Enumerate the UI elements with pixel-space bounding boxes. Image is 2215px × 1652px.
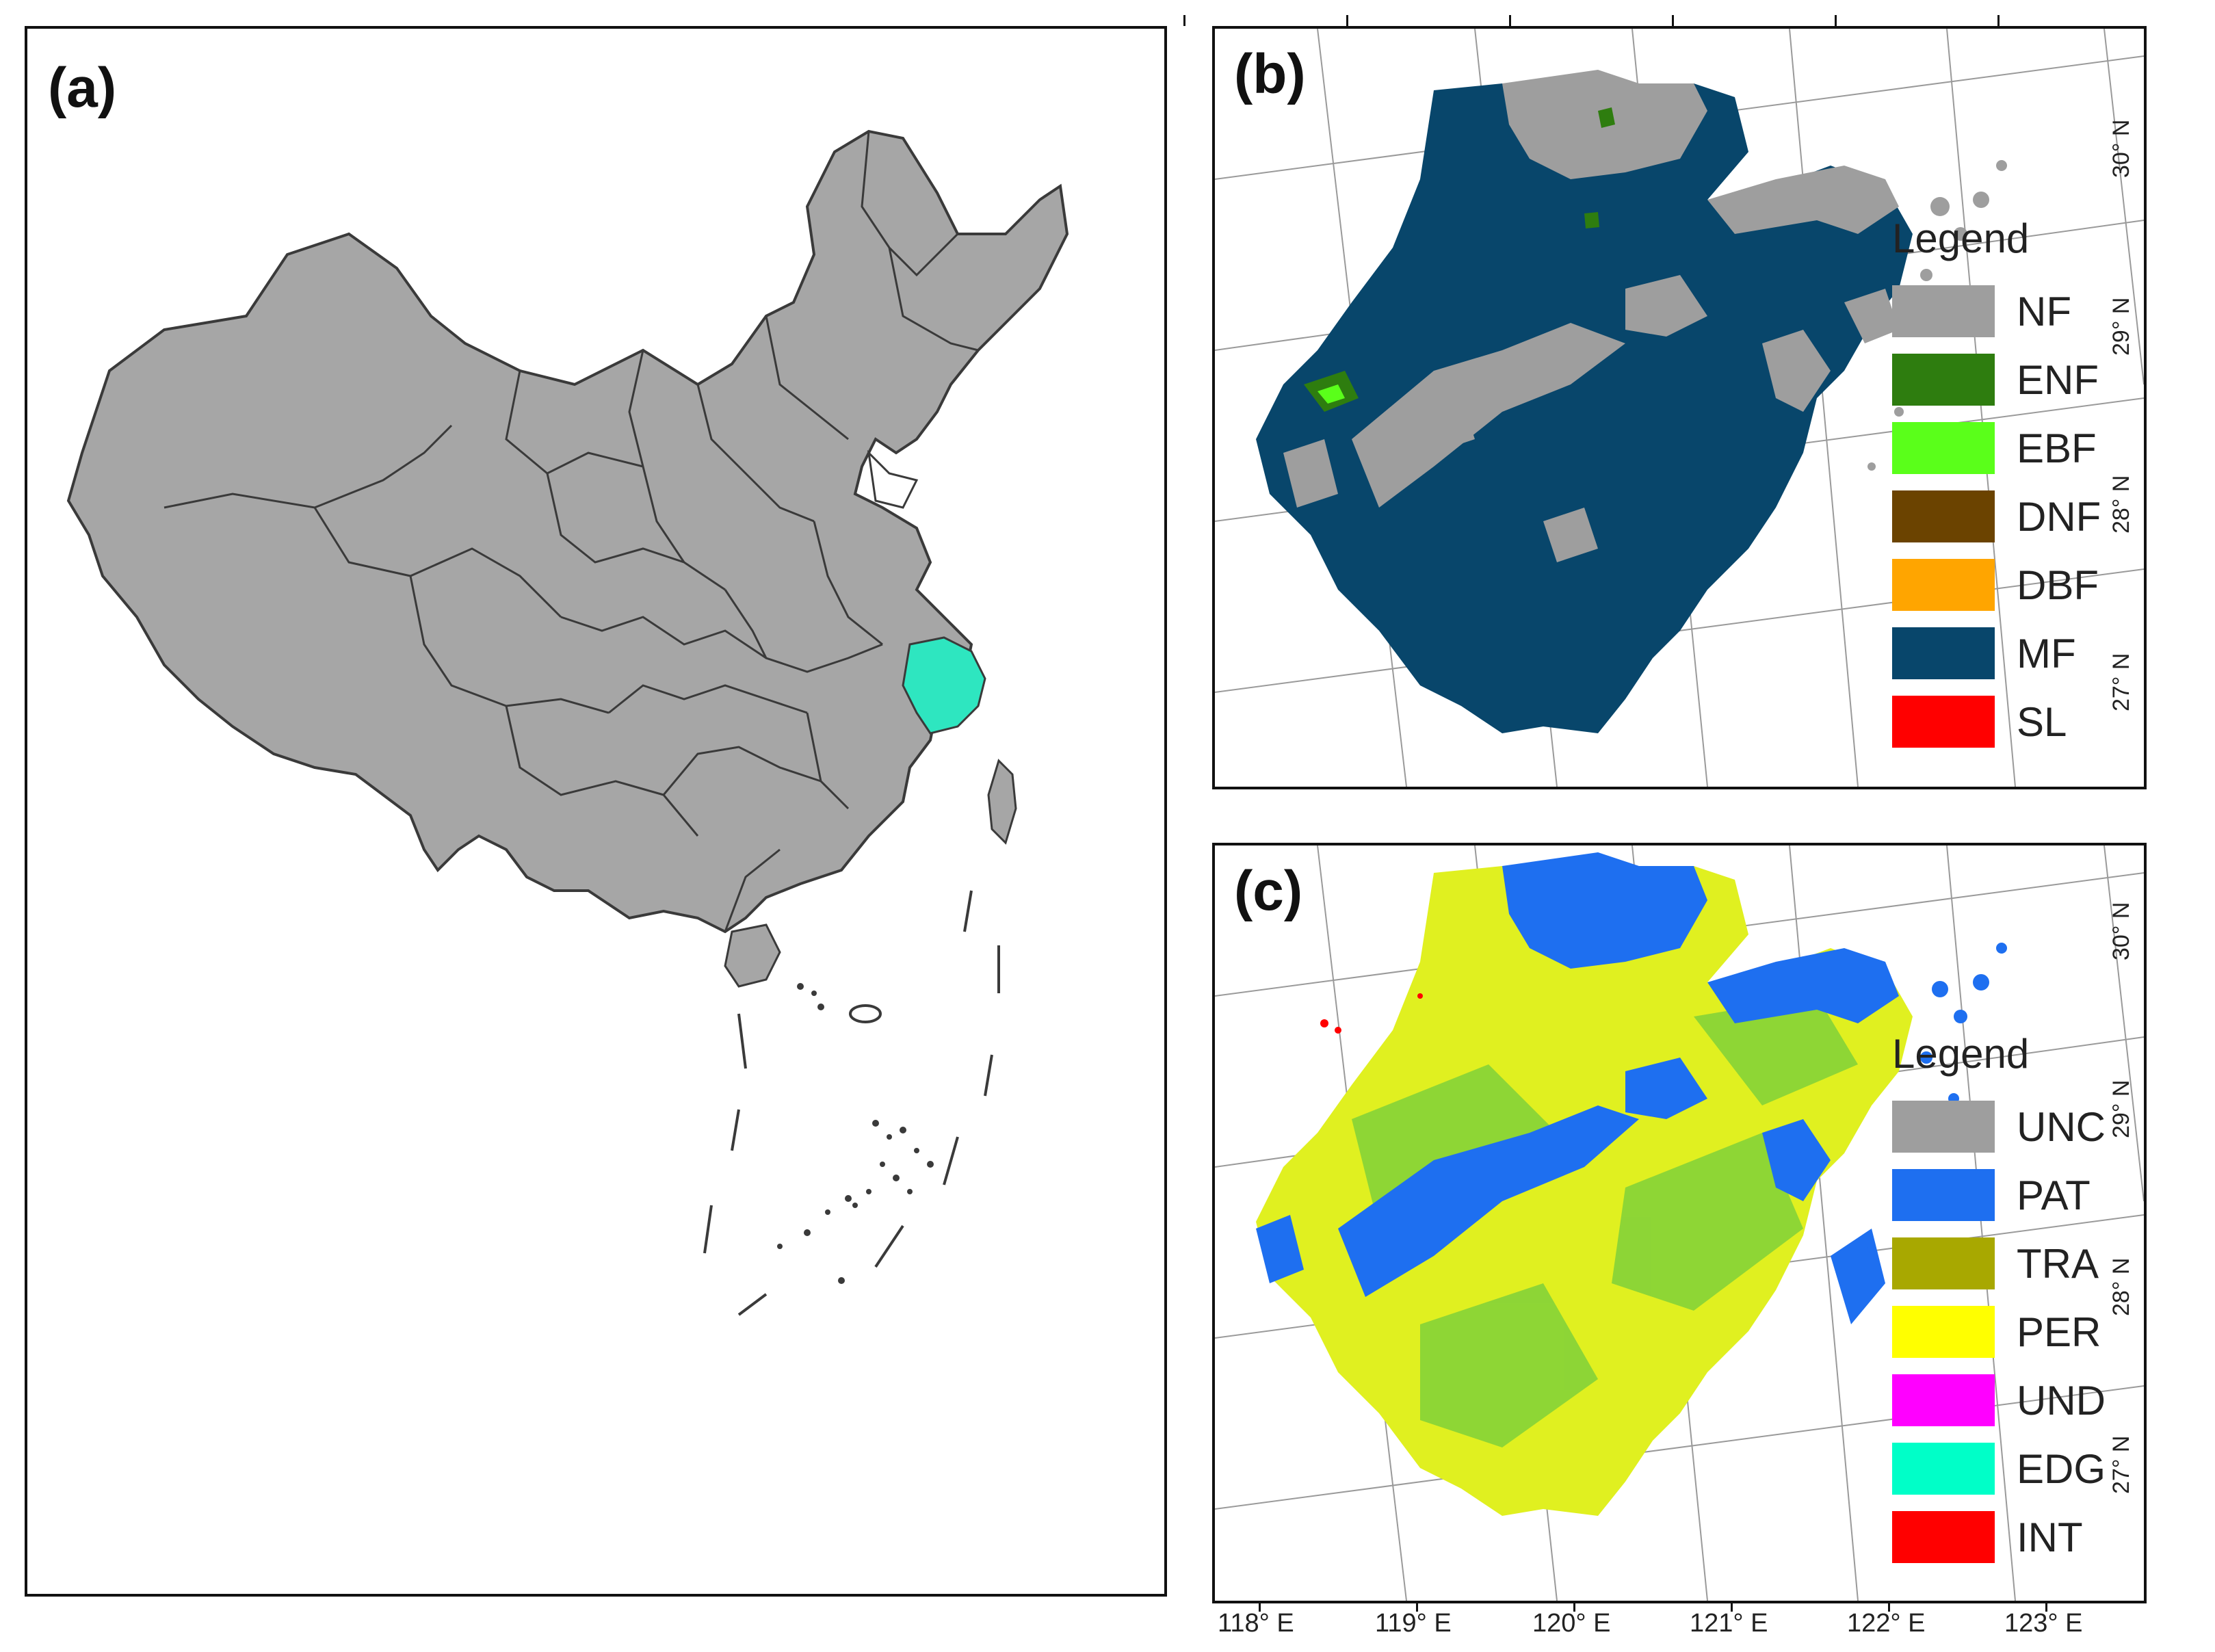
zhejiang-pattern-svg: [1215, 845, 2144, 1601]
legend-label: TRA: [2017, 1240, 2099, 1287]
legend-item-edg: EDG: [1892, 1434, 2106, 1503]
lon-tick: [2045, 1603, 2047, 1612]
enf-ebf-patches: [1304, 107, 1615, 412]
china-mainland: [66, 129, 1069, 934]
legend-label: UND: [2017, 1377, 2106, 1424]
lon-tick: [1416, 1603, 1418, 1612]
lon-label: 122° E: [1847, 1609, 1926, 1638]
legend-label: PAT: [2017, 1172, 2091, 1218]
legend-label: EBF: [2017, 425, 2097, 471]
panel-c-pattern-map: (c) Legend UNC PAT TRA PER UND EDG INT 30° N 2…: [1212, 843, 2147, 1603]
panel-b-forest-type-map: (b) Legend NF ENF EBF DNF DBF MF SL 30° N 29° …: [1212, 26, 2147, 789]
legend-swatch: [1892, 1511, 1995, 1563]
legend-swatch: [1892, 490, 1995, 542]
legend-swatch: [1892, 285, 1995, 337]
int-specks: [1320, 993, 1423, 1034]
south-china-sea-lines: [703, 890, 1000, 1316]
legend-swatch: [1892, 1101, 1995, 1153]
legend-swatch: [1892, 422, 1995, 474]
legend-label: EDG: [2017, 1445, 2106, 1492]
taiwan-island: [987, 759, 1017, 845]
legend-swatch: [1892, 696, 1995, 748]
panel-b-label: (b): [1234, 43, 1306, 105]
lon-tick-top: [1672, 15, 1674, 26]
lat-label-28: 28° N: [2108, 1257, 2134, 1316]
lon-tick-top: [1509, 15, 1511, 26]
legend-item-sl: SL: [1892, 687, 2101, 756]
zhejiang-forest-svg: [1215, 29, 2144, 787]
legend-swatch: [1892, 1169, 1995, 1221]
legend-item-int: INT: [1892, 1503, 2106, 1571]
lon-tick-top: [1346, 15, 1348, 26]
legend-title: Legend: [1892, 215, 2030, 261]
legend-label: INT: [2017, 1514, 2083, 1560]
legend-label: DNF: [2017, 493, 2101, 540]
legend-label: PER: [2017, 1309, 2101, 1355]
lon-tick-top: [1183, 15, 1185, 26]
province-borders: [163, 131, 979, 932]
lat-label-30: 30° N: [2108, 902, 2134, 960]
legend-label: ENF: [2017, 356, 2099, 403]
legend-item-dbf: DBF: [1892, 551, 2101, 619]
legend-item-nf: NF: [1892, 277, 2101, 345]
legend-label: MF: [2017, 630, 2076, 677]
legend-swatch: [1892, 1374, 1995, 1426]
bohai-sea: [867, 449, 919, 509]
lon-label: 123° E: [2004, 1609, 2083, 1638]
lat-label-28: 28° N: [2108, 475, 2134, 534]
legend-swatch: [1892, 627, 1995, 679]
legend-label: UNC: [2017, 1103, 2106, 1150]
zhejiang-mf-area: [1256, 83, 1913, 733]
lon-label: 118° E: [1218, 1609, 1294, 1638]
legend-item-mf: MF: [1892, 619, 2101, 687]
legend-item-unc: UNC: [1892, 1092, 2106, 1161]
panel-b-legend: Legend NF ENF EBF DNF DBF MF SL: [1892, 215, 2101, 756]
lon-tick-top: [1997, 15, 2000, 26]
hainan-island: [724, 923, 781, 988]
lat-label-27: 27° N: [2108, 1435, 2134, 1494]
legend-swatch: [1892, 1306, 1995, 1358]
legend-item-und: UND: [1892, 1366, 2106, 1434]
china-map-svg: [66, 129, 1069, 1316]
legend-item-pat: PAT: [1892, 1161, 2106, 1229]
zhejiang-province: [902, 636, 986, 735]
lat-label-29: 29° N: [2108, 1079, 2134, 1138]
lon-tick-top: [1835, 15, 1837, 26]
lon-label: 120° E: [1532, 1609, 1611, 1638]
offshore-islands: [1867, 943, 2007, 1253]
legend-swatch: [1892, 354, 1995, 406]
lon-tick: [1888, 1603, 1890, 1612]
legend-label: NF: [2017, 288, 2071, 335]
panel-a-china-map: (a): [25, 26, 1167, 1597]
lon-tick: [1573, 1603, 1575, 1612]
legend-swatch: [1892, 1237, 1995, 1289]
lon-tick: [1259, 1603, 1261, 1612]
pat-patches: [1256, 852, 1899, 1324]
offshore-islands: [1867, 160, 2007, 471]
lon-label: 121° E: [1690, 1609, 1768, 1638]
legend-swatch: [1892, 559, 1995, 611]
legend-item-tra: TRA: [1892, 1229, 2106, 1298]
lon-tick: [1731, 1603, 1733, 1612]
lon-label: 119° E: [1375, 1609, 1452, 1638]
panel-a-label: (a): [48, 57, 117, 119]
south-china-sea-islands: [777, 983, 934, 1284]
panel-c-label: (c): [1234, 860, 1303, 922]
lat-label-30: 30° N: [2108, 119, 2134, 178]
legend-item-dnf: DNF: [1892, 482, 2101, 551]
legend-title: Legend: [1892, 1031, 2030, 1077]
legend-label: DBF: [2017, 562, 2099, 608]
legend-item-ebf: EBF: [1892, 414, 2101, 482]
lat-label-27: 27° N: [2108, 653, 2134, 711]
legend-swatch: [1892, 1443, 1995, 1495]
legend-item-per: PER: [1892, 1298, 2106, 1366]
panel-c-legend: Legend UNC PAT TRA PER UND EDG INT: [1892, 1030, 2106, 1571]
legend-label: SL: [2017, 698, 2067, 745]
legend-item-enf: ENF: [1892, 345, 2101, 414]
lat-label-29: 29° N: [2108, 297, 2134, 356]
